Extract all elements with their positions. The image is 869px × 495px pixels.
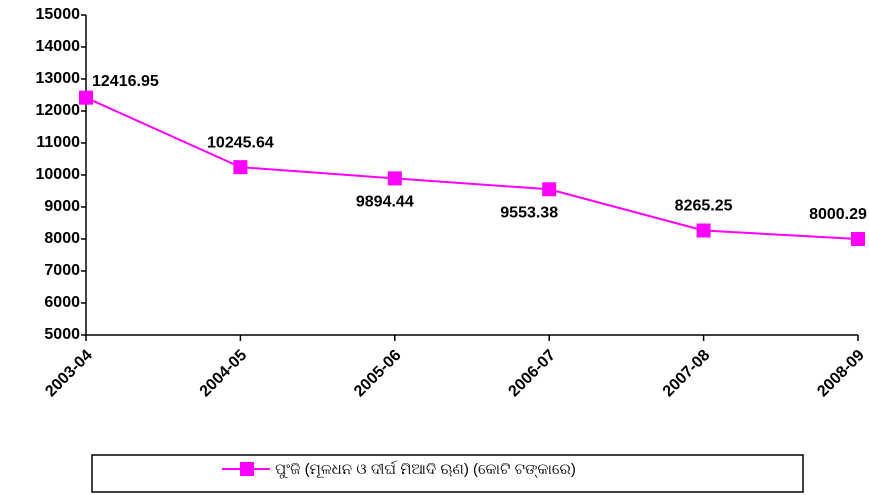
legend-label: ପୁଂଜି (ମୂଳଧନ ଓ ଦୀର୍ଘ ମିଆଦି ଋଣ) (କୋଟି ଟଙ୍… — [275, 460, 576, 479]
x-tick-label: 2003-04 — [42, 347, 96, 401]
marker — [79, 90, 93, 105]
x-tick-label: 2004-05 — [197, 347, 251, 401]
y-tick-label: 6000 — [44, 294, 80, 311]
legend-box — [91, 454, 804, 493]
data-label: 8000.29 — [809, 206, 867, 223]
marker — [387, 171, 402, 186]
y-tick-label: 10000 — [36, 166, 81, 183]
y-tick-label: 11000 — [36, 134, 80, 151]
x-tick-label: 2007-08 — [660, 347, 714, 401]
y-tick-label: 7000 — [44, 262, 80, 279]
y-tick-label: 15000 — [36, 6, 81, 23]
data-label: 10245.64 — [207, 134, 274, 151]
data-label: 8265.25 — [675, 198, 733, 215]
y-tick-label: 9000 — [44, 198, 80, 215]
x-tick-label: 2006-07 — [505, 347, 559, 401]
x-tick-label: 2008-09 — [814, 347, 868, 401]
legend-marker — [240, 462, 254, 476]
marker — [542, 182, 557, 197]
y-tick-label: 5000 — [44, 326, 80, 343]
marker — [851, 231, 865, 246]
series-line — [85, 96, 859, 240]
y-tick-label: 14000 — [36, 38, 81, 55]
y-tick-label: 13000 — [36, 70, 81, 87]
marker — [696, 223, 711, 238]
data-label: 12416.95 — [92, 73, 159, 90]
y-tick-label: 8000 — [44, 230, 80, 247]
x-tick-label: 2005-06 — [351, 347, 405, 401]
data-label: 9553.38 — [500, 205, 558, 222]
y-tick-label: 12000 — [36, 102, 81, 119]
data-label: 9894.44 — [356, 194, 414, 211]
marker — [233, 160, 248, 175]
